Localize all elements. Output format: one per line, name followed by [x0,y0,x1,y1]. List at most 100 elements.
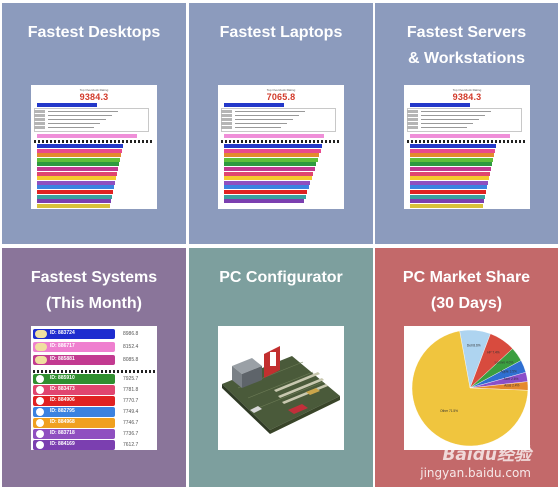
system-id: ID: 883473 [50,386,75,392]
pie-slice-label: Other 71.5% [440,409,458,413]
pie-slice-label: HP 7.4% [487,350,500,354]
info-label [221,110,232,113]
tile-title: Fastest Laptops [219,24,343,41]
rank-badge [36,430,44,438]
ranking-bar [37,203,110,208]
info-line [48,123,100,124]
ranking-bar [410,194,485,199]
tile-fastest-laptops[interactable]: Fastest Laptops Top Overclock Rating 706… [189,3,373,244]
ranking-bar [410,171,490,176]
info-line [421,119,479,120]
system-id: ID: 884906 [50,397,75,403]
highlight-bar [224,134,324,138]
rank-badge [35,356,47,364]
ranking-bar [37,176,116,181]
top-bar [410,103,470,107]
tile-pc-market-share[interactable]: PC Market Share (30 Days) Dell 8.6% HP 7.… [375,248,558,487]
pie-slice-label: Lenovo 4.0% [495,361,514,365]
system-score: 8152.4 [123,344,139,350]
system-score: 7746.7 [123,420,139,426]
ranking-bar [37,185,114,190]
ranking-bar [410,153,494,158]
pie-slice [411,330,529,447]
tile-fastest-servers-workstations[interactable]: Fastest Servers & Workstations Top Overc… [375,3,558,244]
info-label [34,110,45,113]
info-label [221,122,232,125]
ranking-bar [37,194,112,199]
info-label [407,118,418,121]
ranking-bar [224,144,322,148]
ranking-bar [410,190,486,194]
checkered-divider [407,140,525,143]
ranking-bar [410,157,493,162]
info-line [48,111,118,112]
ranking-bar [224,180,310,185]
month-list-row: ID: 884906 [33,396,115,406]
rank-badge [36,441,44,449]
checkered-divider [221,140,339,143]
month-list-row: ID: 884968 [33,418,115,428]
info-label [407,126,418,129]
pie-slice-label: Apple 3.5% [501,369,517,373]
info-line [48,119,106,120]
checkered-divider [33,370,155,373]
benchmark-header: Top Overclock Rating [266,88,296,92]
pie-slice-label: Acer 2.6% [504,377,519,381]
system-score: 8085.8 [123,357,139,363]
system-id: ID: 882795 [50,408,75,414]
ranking-bar [410,144,496,148]
ranking-bar [410,176,489,181]
motherboard-icon [218,326,344,450]
month-list-row: ID: 883718 [33,429,115,439]
system-score: 7749.4 [123,409,139,415]
info-label [221,126,232,129]
tile-fastest-desktops[interactable]: Fastest Desktops Top Overclock Rating 93… [2,3,186,244]
info-line [235,127,281,128]
ranking-bar [37,157,120,162]
watermark-logo: Baidu经验 [442,445,531,465]
ranking-bar [224,185,309,190]
info-line [235,111,305,112]
info-label [407,110,418,113]
system-score: 7770.7 [123,398,139,404]
system-score: 7612.7 [123,442,139,448]
ranking-bar [224,148,321,153]
info-label [407,114,418,117]
ranking-bar [224,190,307,194]
info-line [48,127,94,128]
info-label [221,114,232,117]
info-line [421,115,485,116]
month-list-row: ID: 885881 [33,355,115,365]
tile-title: Fastest Servers & Workstations [406,24,527,67]
info-label [34,118,45,121]
ranking-bar [410,203,483,208]
system-id: ID: 883724 [50,330,75,336]
info-line [235,119,293,120]
month-list-row: ID: 883473 [33,385,115,395]
ranking-bar [224,171,313,176]
highlight-bar [37,134,137,138]
tile-pc-configurator[interactable]: PC Configurator [189,248,373,487]
system-score: 7781.8 [123,387,139,393]
tile-title: Fastest Desktops [27,24,161,41]
ranking-bar [410,180,488,185]
system-score: 7736.7 [123,431,139,437]
pie-slice-label: Asus 2.4% [504,384,519,388]
info-label [34,114,45,117]
tile-title: Fastest Systems (This Month) [30,269,158,312]
ranking-bar [410,185,487,190]
system-id: ID: 884968 [50,419,75,425]
info-label [221,118,232,121]
rank-badge [35,330,47,338]
benchmark-header: Top Overclock Rating [452,88,482,92]
info-line [235,123,287,124]
checkered-divider [34,140,152,143]
ranking-bar [37,153,121,158]
info-label [407,122,418,125]
ranking-bar [37,167,118,171]
info-line [235,115,299,116]
month-list-row: ID: 884169 [33,440,115,450]
ranking-bar [224,199,304,204]
rank-badge [36,408,44,416]
tile-fastest-systems-month[interactable]: Fastest Systems (This Month) ID: 883724 8… [2,248,186,487]
